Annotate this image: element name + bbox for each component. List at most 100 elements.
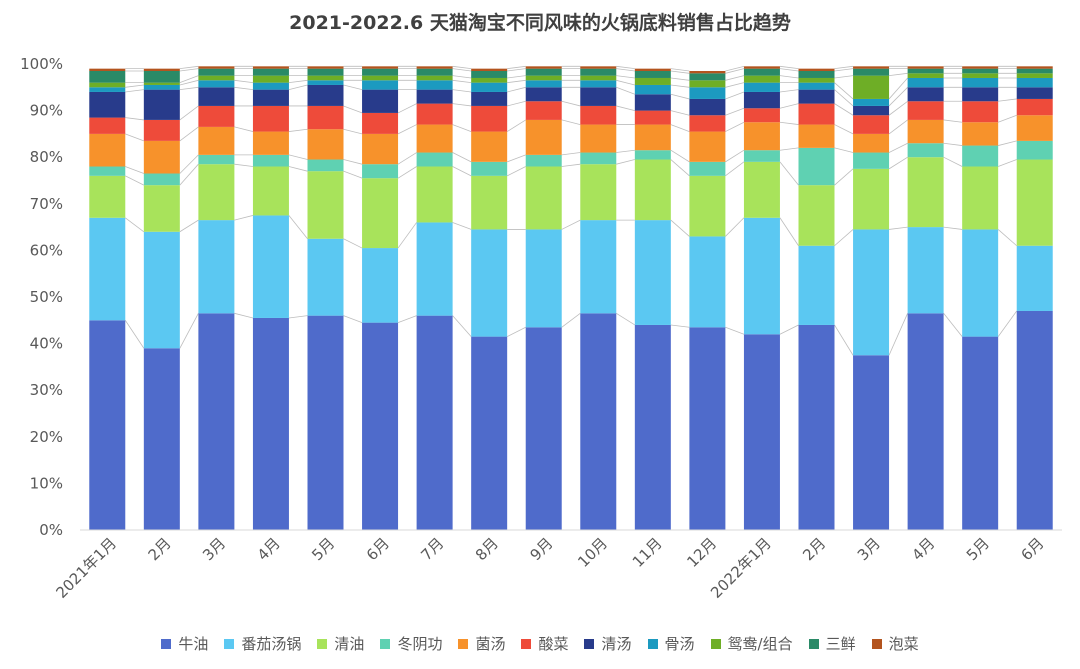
bar-segment (962, 229, 999, 337)
connector-line (288, 315, 308, 319)
legend-swatch (161, 638, 172, 649)
bar-segment (1016, 115, 1053, 141)
bar-segment (798, 103, 835, 125)
bar-segment (689, 80, 726, 88)
x-tick-label: 7月 (417, 534, 447, 564)
bar-segment (362, 164, 399, 179)
bar-segment (907, 68, 944, 74)
connector-line (616, 105, 635, 111)
connector-line (343, 238, 363, 249)
connector-line (670, 93, 690, 100)
bar-segment (252, 68, 289, 76)
connector-line (943, 313, 963, 337)
connector-line (343, 315, 363, 324)
legend-label: 冬阴功 (397, 635, 443, 653)
bar-segment (743, 217, 780, 335)
bar-segment (362, 75, 399, 81)
connector-line (288, 79, 308, 84)
bar-segment (198, 75, 235, 81)
bar-segment (580, 152, 617, 165)
connector-line (943, 119, 963, 123)
bar-segment (580, 105, 617, 125)
connector-line (234, 86, 253, 91)
bar-segment (471, 131, 508, 162)
connector-line (125, 89, 144, 93)
connector-line (834, 89, 854, 107)
x-tick-label: 11月 (629, 534, 666, 571)
bar-segment (743, 150, 780, 162)
connector-line (125, 133, 144, 142)
bar-segment (89, 87, 126, 92)
connector-line (179, 75, 199, 84)
legend-swatch (380, 638, 391, 649)
bar-segment (307, 238, 344, 316)
bar-segment (1016, 73, 1053, 78)
bar-segment (962, 336, 999, 530)
y-tick-label: 0% (39, 521, 63, 539)
connector-line (343, 128, 363, 135)
connector-line (998, 114, 1017, 123)
legend-label: 菌汤 (475, 635, 506, 653)
connector-line (834, 124, 854, 135)
bar-segment (743, 108, 780, 123)
bar-segment (416, 75, 453, 81)
connector-line (234, 79, 253, 84)
bar-segment (853, 229, 890, 356)
bar-segment (580, 68, 617, 76)
bar-segment (580, 80, 617, 88)
bar-segment (307, 129, 344, 160)
bar-segment (962, 73, 999, 78)
legend-swatch (710, 638, 721, 649)
bar-segment (907, 119, 944, 144)
x-tick-label: 2月 (799, 534, 829, 564)
connector-line (179, 105, 199, 121)
bar-segment (580, 124, 617, 153)
bar-segment (416, 80, 453, 90)
bar-segment (307, 75, 344, 81)
bar-segment (252, 317, 289, 530)
bar-segment (580, 87, 617, 106)
bar-segment (416, 152, 453, 167)
bar-segment (416, 66, 453, 69)
connector-line (725, 107, 745, 116)
bar-segment (89, 68, 126, 71)
bar-segment (634, 150, 671, 160)
bar-segment (580, 66, 617, 69)
y-tick-label: 100% (20, 55, 63, 73)
connector-line (125, 175, 145, 186)
bar-segment (252, 66, 289, 69)
bar-segment (580, 164, 617, 221)
bar-segment (798, 124, 835, 148)
bar-segment (198, 126, 235, 155)
bar-segment (89, 82, 126, 88)
bar-segment (634, 220, 671, 325)
connector-line (997, 310, 1018, 337)
connector-line (452, 68, 472, 72)
x-tick-label: 8月 (472, 534, 502, 564)
bar-segment (471, 105, 508, 132)
connector-line (616, 75, 635, 79)
connector-line (125, 117, 144, 121)
connector-line (507, 75, 526, 79)
x-tick-label: 4月 (254, 534, 284, 564)
bar-segment (143, 348, 180, 530)
connector-line (234, 215, 254, 221)
bar-segment (689, 87, 726, 99)
connector-line (725, 82, 745, 88)
connector-line (124, 320, 145, 349)
bar-segment (471, 336, 508, 530)
connector-line (725, 121, 745, 132)
bar-segment (634, 159, 671, 221)
legend-label: 酸菜 (538, 635, 569, 653)
bar-segment (743, 66, 780, 69)
connector-line (452, 166, 472, 177)
legend: 牛油 番茄汤锅 清油 冬阴功 菌汤 酸菜 清汤 骨汤 鸳鸯/组合 三鲜 泡菜 (0, 633, 1080, 654)
legend-label: 清油 (334, 635, 365, 653)
connector-line (998, 98, 1017, 102)
connector-line (725, 65, 745, 72)
chart-title: 2021-2022.6 天猫淘宝不同风味的火锅底料销售占比趋势 (289, 12, 791, 34)
x-tick-label: 5月 (963, 534, 993, 564)
bar-segment (362, 322, 399, 530)
connector-line (179, 79, 199, 86)
connector-line (670, 68, 690, 72)
